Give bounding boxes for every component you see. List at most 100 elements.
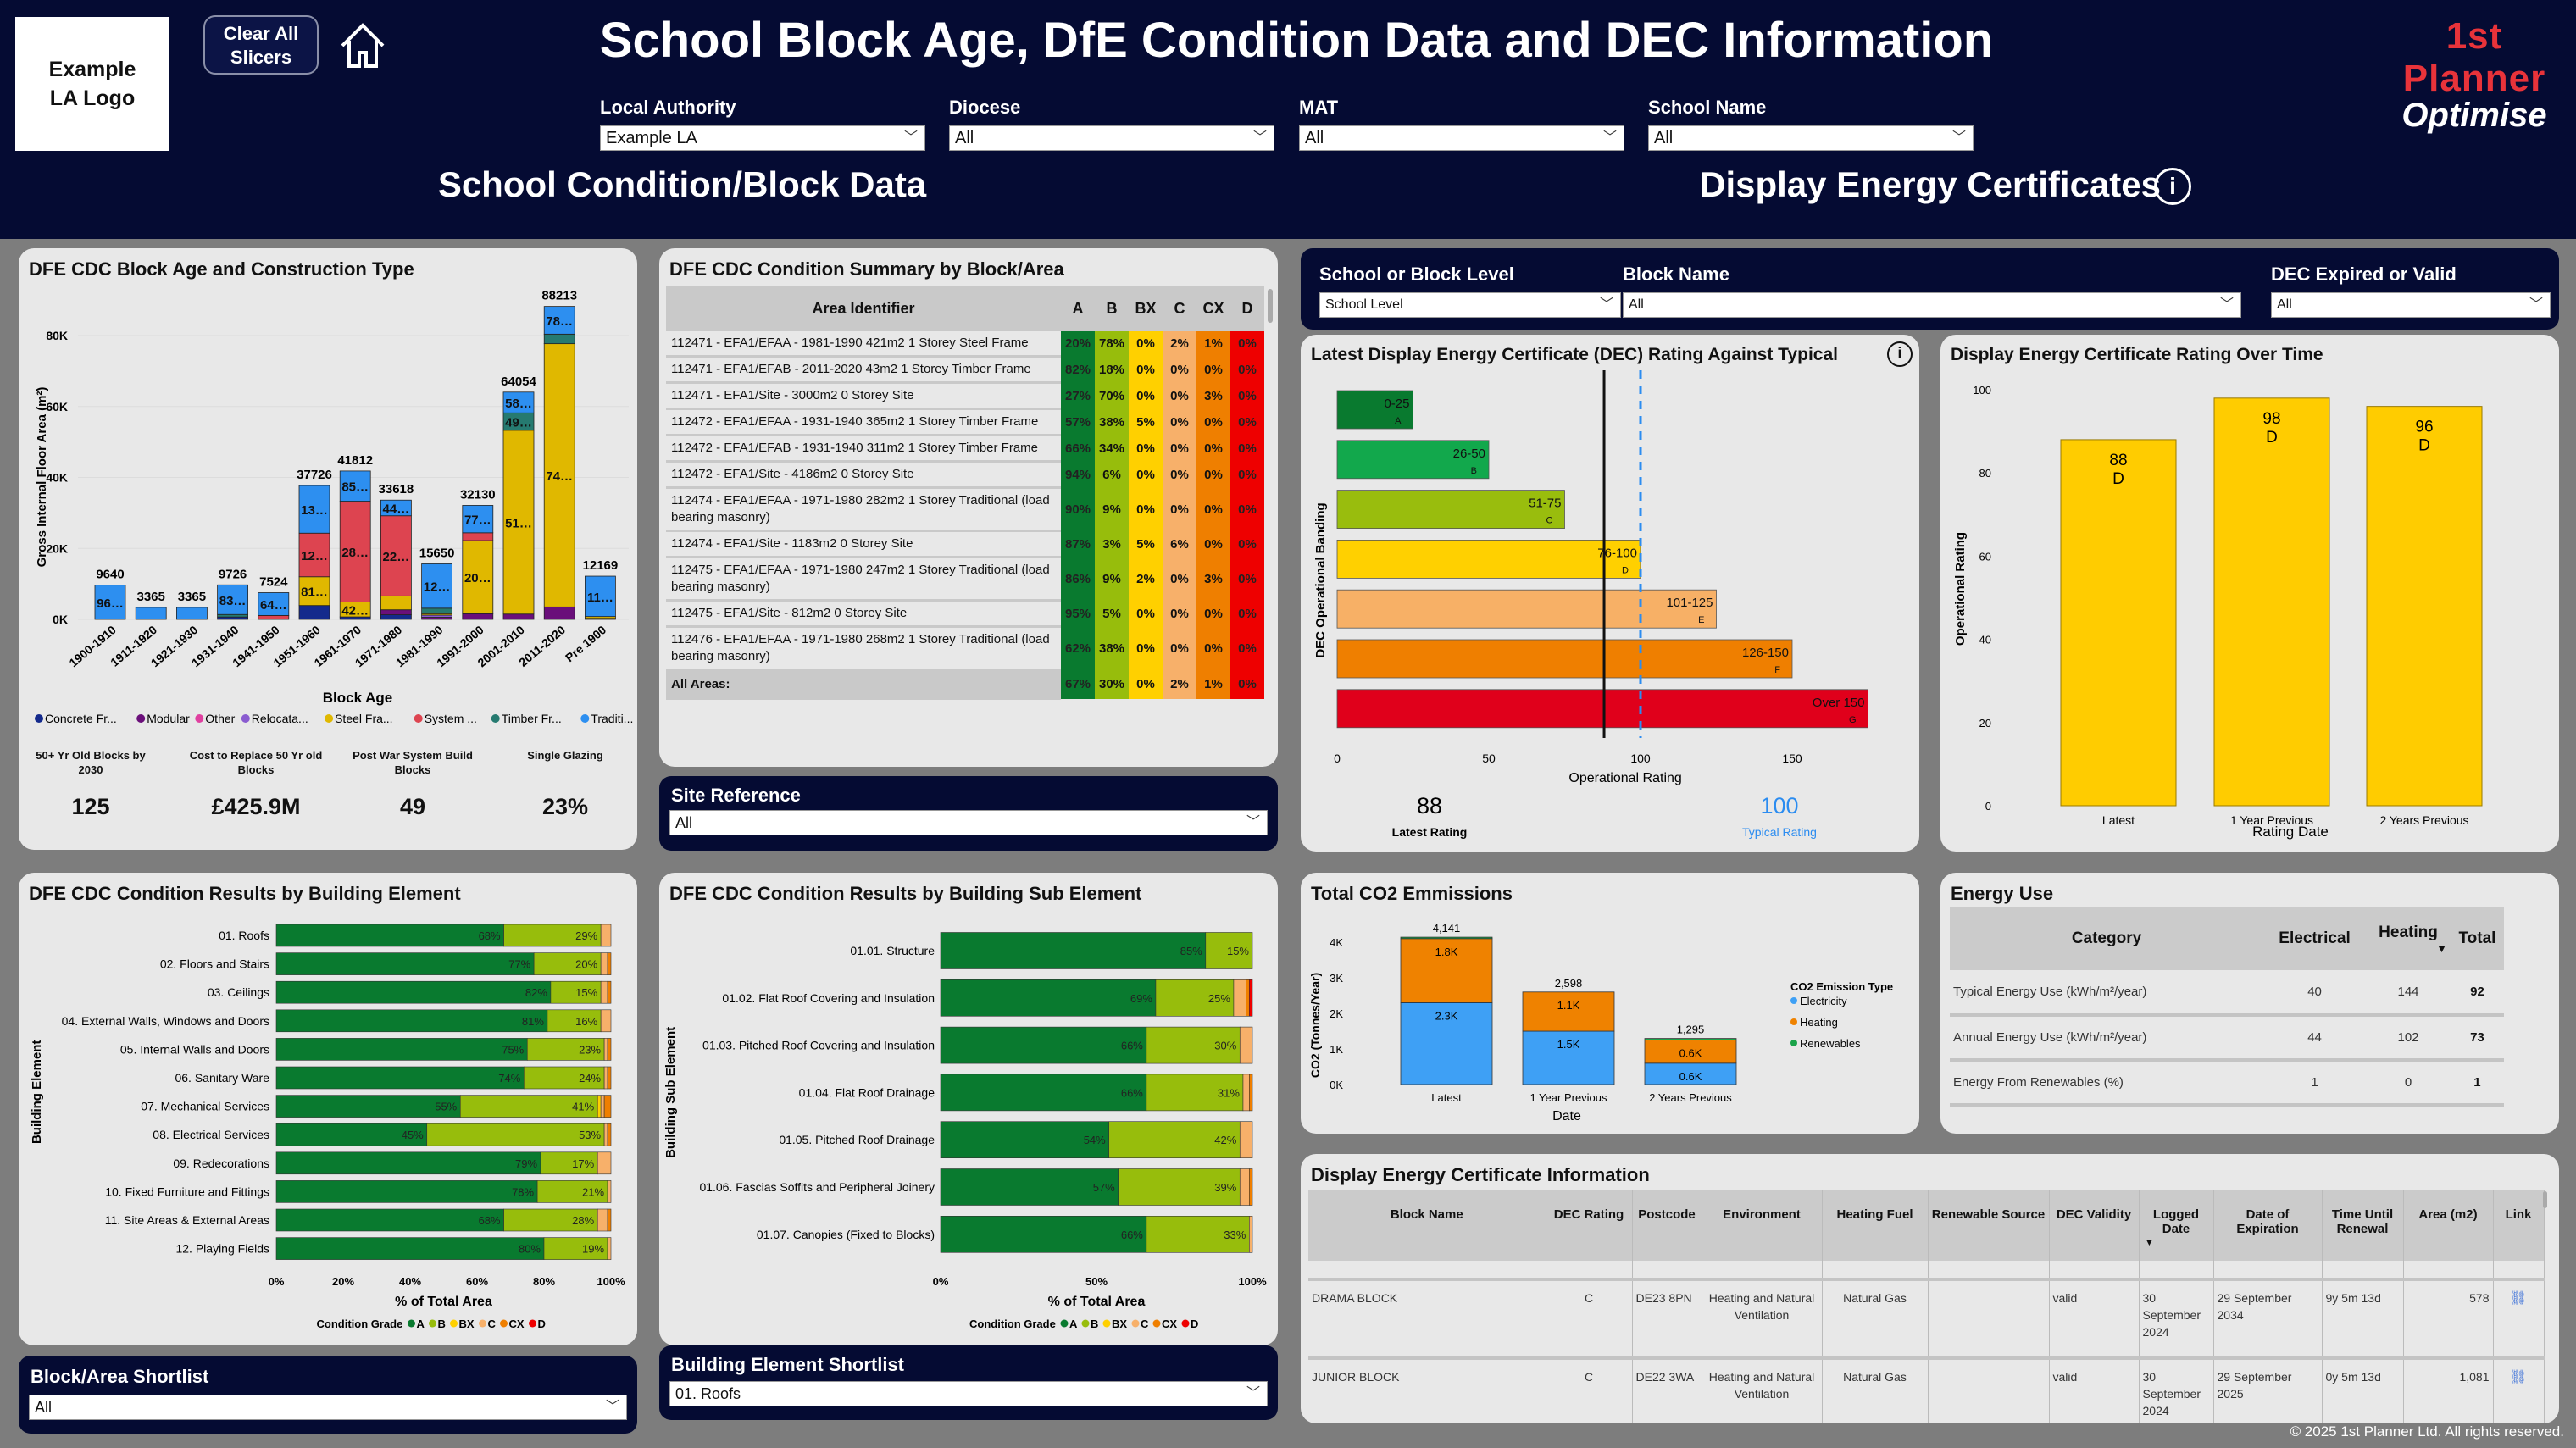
band-range-label: 101-125 (1666, 596, 1713, 610)
area-identifier: 112474 - EFA1/EFAA - 1971-1980 282m2 1 S… (666, 487, 1061, 532)
grade-cell: 1% (1196, 669, 1230, 699)
bar-segment (585, 575, 616, 618)
category-label: 03. Ceilings (208, 985, 269, 999)
info-icon[interactable]: i (1887, 341, 1913, 367)
table-scrollbar[interactable] (1268, 289, 1273, 323)
element-shortlist-dropdown[interactable]: 01. Roofs ﹀ (669, 1381, 1268, 1406)
total-row[interactable]: All Areas: 67% 30% 0% 2% 1% 0% (666, 669, 1264, 700)
dec-rating-chart: 0-25 A 26-50 B 51-75 C 76-100 D 101-125 E 126-150 F… (1313, 370, 1868, 839)
bar-value-label: 96 (2415, 419, 2433, 436)
slicer-dropdown-diocese[interactable]: All ﹀ (949, 125, 1274, 151)
segment-label: 77… (464, 513, 491, 528)
segment-label: 21% (582, 1185, 604, 1198)
table-row[interactable]: 112471 - EFA1/Site - 3000m2 0 Storey Sit… (666, 382, 1264, 410)
x-tick-label: 50 (1482, 752, 1496, 765)
table-row[interactable]: 112475 - EFA1/EFAA - 1971-1980 247m2 1 S… (666, 557, 1264, 602)
segment-label: 81% (522, 1015, 544, 1028)
bar-segment (275, 924, 504, 947)
band-grade-label: D (1622, 565, 1629, 575)
condition-summary-title: DFE CDC Condition Summary by Block/Area (669, 258, 1064, 280)
segment-label: 30% (1214, 1040, 1236, 1052)
category-label: 01.04. Flat Roof Drainage (799, 1085, 935, 1099)
grade-cell: 3% (1095, 530, 1129, 558)
segment-label: 53% (579, 1129, 601, 1141)
bar-segment (275, 1208, 504, 1232)
legend-marker (1181, 1319, 1190, 1328)
legend-label: B (438, 1318, 446, 1330)
clear-all-slicers-button[interactable]: Clear All Slicers (203, 15, 319, 75)
bar-segment (597, 1095, 602, 1118)
legend-label: Timber Fr... (502, 712, 562, 725)
segment-label: 66% (1121, 1229, 1143, 1241)
bar-segment (1522, 1030, 1615, 1085)
table-row[interactable]: 112472 - EFA1/Site - 4186m2 0 Storey Sit… (666, 461, 1264, 489)
site-reference-dropdown[interactable]: All ﹀ (669, 810, 1268, 835)
school-or-block-dropdown[interactable]: School Level ﹀ (1319, 292, 1621, 318)
slicer-dropdown-local-authority[interactable]: Example LA ﹀ (600, 125, 925, 151)
category-label: 11. Site Areas & External Areas (105, 1213, 269, 1227)
bar-grade-label: D (2112, 470, 2124, 488)
bar-segment (421, 563, 453, 609)
category-label: 08. Electrical Services (153, 1128, 269, 1141)
grade-cell: 0% (1163, 626, 1196, 670)
table-row[interactable]: 112471 - EFA1/EFAA - 1981-1990 421m2 1 S… (666, 331, 1264, 358)
chevron-down-icon: ﹀ (2529, 297, 2543, 312)
bar-segment (1239, 1026, 1253, 1064)
area-identifier: 112471 - EFA1/EFAA - 1981-1990 421m2 1 S… (666, 331, 1061, 358)
column-header: Area (m2) (2403, 1190, 2494, 1261)
table-row[interactable]: 112476 - EFA1/EFAA - 1971-1980 268m2 1 S… (666, 626, 1264, 671)
info-icon[interactable]: i (2154, 168, 2191, 205)
building-element-shortlist-slicer: Building Element Shortlist 01. Roofs ﹀ (659, 1345, 1278, 1420)
column-header: D (1230, 286, 1264, 331)
block-shortlist-dropdown[interactable]: All ﹀ (29, 1395, 627, 1420)
segment-label: 96… (97, 596, 124, 611)
bar-segment (94, 585, 126, 620)
grade-cell: 0% (1129, 600, 1163, 627)
column-header: Total (2450, 907, 2504, 970)
link-icon[interactable]: ⛓ (2509, 1370, 2528, 1384)
chevron-down-icon: ﹀ (903, 130, 918, 145)
dec-over-time-title: Display Energy Certificate Rating Over T… (1951, 345, 2323, 364)
legend-label: Relocata... (252, 712, 308, 725)
segment-label: 85% (1180, 945, 1202, 957)
bar-value-label: 98 (2262, 410, 2280, 428)
table-row[interactable]: 112474 - EFA1/Site - 1183m2 0 Storey Sit… (666, 530, 1264, 558)
bar-segment (175, 607, 208, 620)
table-row[interactable]: 112472 - EFA1/EFAA - 1931-1940 365m2 1 S… (666, 408, 1264, 436)
home-icon[interactable] (336, 19, 390, 73)
table-cell: 1 (2263, 1060, 2367, 1107)
chevron-down-icon: ﹀ (605, 1400, 619, 1414)
slicer-label: Local Authority (600, 97, 736, 118)
kpi-label: Single Glazing (527, 749, 603, 762)
bar-segment (380, 614, 412, 620)
table-row[interactable]: DRAMA BLOCK C DE23 8PN Heating and Natural … (1308, 1278, 2545, 1358)
table-scrollbar[interactable] (2543, 1191, 2547, 1208)
table-row[interactable]: 112474 - EFA1/EFAA - 1971-1980 282m2 1 S… (666, 487, 1264, 532)
slicer-dropdown-school-name[interactable]: All ﹀ (1648, 125, 1974, 151)
bar-segment (607, 1123, 612, 1146)
bar-segment (258, 592, 290, 616)
dropdown-value: All (1654, 129, 1674, 147)
grade-cell: 5% (1129, 408, 1163, 436)
slicer-dropdown-mat[interactable]: All ﹀ (1299, 125, 1624, 151)
bar-segment (603, 1038, 608, 1061)
condition-summary-table: Area Identifier A B BX C CX D 112471 - EFA1/EFA… (666, 286, 1264, 700)
table-row[interactable]: JUNIOR BLOCK C DE22 3WA Heating and Natural… (1308, 1356, 2545, 1423)
table-row[interactable]: 112471 - EFA1/EFAB - 2011-2020 43m2 1 St… (666, 356, 1264, 384)
bar-segment (380, 515, 412, 596)
table-row[interactable]: 112472 - EFA1/EFAB - 1931-1940 311m2 1 S… (666, 435, 1264, 463)
grade-cell: 6% (1163, 530, 1196, 558)
legend-marker (1790, 1040, 1797, 1046)
y-tick-label: 3K (1330, 972, 1343, 985)
dec-expired-valid-dropdown[interactable]: All ﹀ (2271, 292, 2551, 318)
total-label: 2,598 (1555, 977, 1583, 990)
block-name-dropdown[interactable]: All ﹀ (1623, 292, 2241, 318)
column-header: Area Identifier (666, 286, 1061, 331)
table-cell (1928, 1278, 2050, 1358)
bar-grade-label: D (2418, 437, 2430, 455)
table-row[interactable]: 112475 - EFA1/Site - 812m2 0 Storey Site… (666, 600, 1264, 628)
kpi-value: £425.9M (211, 794, 301, 819)
link-icon[interactable]: ⛓ (2509, 1291, 2528, 1306)
bar-segment (1205, 932, 1253, 969)
x-tick-label: 100% (597, 1275, 625, 1288)
